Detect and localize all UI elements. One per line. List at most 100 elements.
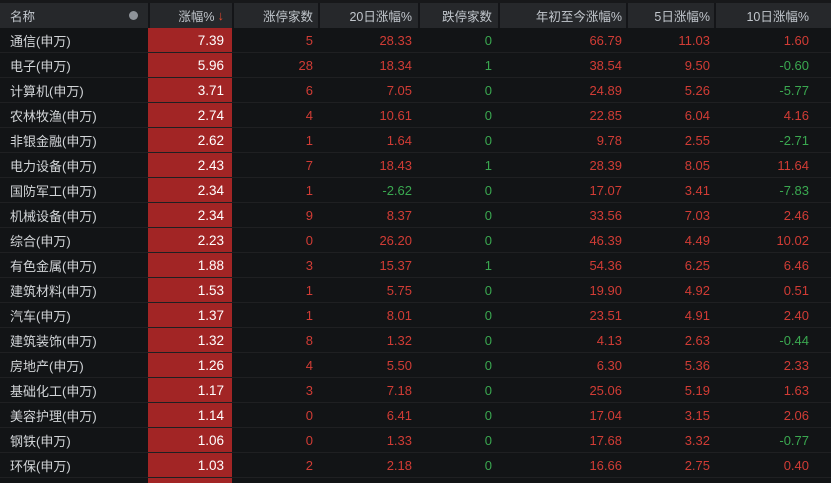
header-cell-limit-down[interactable]: 跌停家数 <box>418 3 498 28</box>
table-row[interactable]: 房地产(申万) 1.26 4 5.50 0 6.30 5.36 2.33 <box>0 353 831 378</box>
cell-chg20: 1.32 <box>386 332 412 348</box>
table-row[interactable]: 建筑装饰(申万) 1.32 8 1.32 0 4.13 2.63 -0.44 <box>0 328 831 353</box>
header-cell-change[interactable]: 涨幅% ↓ <box>148 3 232 28</box>
cell-chg5: 2.63 <box>684 332 710 348</box>
cell-change-bar: 2.43 <box>148 153 232 177</box>
cell-chg5: 2.55 <box>684 132 710 148</box>
header-chg5-label: 5日涨幅% <box>654 10 710 24</box>
header-cell-ytd[interactable]: 年初至今涨幅% <box>498 3 626 28</box>
cell-limit-up: 7 <box>305 157 313 173</box>
cell-chg5: 4.91 <box>684 307 710 323</box>
cell-limit-down: 0 <box>484 282 492 298</box>
cell-change-bar: 2.34 <box>148 203 232 227</box>
cell-limit-up: 3 <box>305 382 313 398</box>
cell-chg10: -0.44 <box>779 332 809 348</box>
cell-sector-name: 环保(申万) <box>10 458 71 474</box>
header-dot-icon[interactable] <box>129 11 138 20</box>
cell-chg5: 3.32 <box>684 432 710 448</box>
cell-chg5: 4.49 <box>684 232 710 248</box>
cell-limit-up: 1 <box>305 282 313 298</box>
cell-chg5: 11.03 <box>678 32 710 48</box>
table-row[interactable]: 环保(申万) 1.03 2 2.18 0 16.66 2.75 0.40 <box>0 453 831 478</box>
cell-ytd: 16.66 <box>589 457 622 473</box>
table-row[interactable]: 有色金属(申万) 1.88 3 15.37 1 54.36 6.25 6.46 <box>0 253 831 278</box>
cell-chg10: 4.16 <box>783 107 809 123</box>
cell-ytd: 38.54 <box>589 57 622 73</box>
table-body: 通信(申万) 7.39 5 28.33 0 66.79 11.03 1.60 电… <box>0 28 831 478</box>
cell-chg20: 10.61 <box>379 107 412 123</box>
cell-ytd: 33.56 <box>589 207 622 223</box>
cell-chg10: 0.40 <box>783 457 809 473</box>
cell-limit-down: 0 <box>484 32 492 48</box>
cell-chg5: 5.26 <box>684 82 710 98</box>
header-chg10-label: 10日涨幅% <box>746 10 809 24</box>
cell-chg5: 4.92 <box>684 282 710 298</box>
cell-ytd: 28.39 <box>589 157 622 173</box>
table-row[interactable]: 综合(申万) 2.23 0 26.20 0 46.39 4.49 10.02 <box>0 228 831 253</box>
cell-chg20: 8.37 <box>386 207 412 223</box>
cell-sector-name: 机械设备(申万) <box>10 208 97 224</box>
cell-sector-name: 房地产(申万) <box>10 358 84 374</box>
header-cell-chg20[interactable]: 20日涨幅% <box>318 3 418 28</box>
cell-limit-up: 8 <box>305 332 313 348</box>
cell-change-bar: 1.14 <box>148 403 232 427</box>
cell-sector-name: 计算机(申万) <box>10 83 84 99</box>
cell-limit-down: 1 <box>484 57 492 73</box>
cell-limit-up: 3 <box>305 257 313 273</box>
cell-chg20: 2.18 <box>386 457 412 473</box>
header-cell-chg5[interactable]: 5日涨幅% <box>626 3 714 28</box>
cell-change-bar: 3.71 <box>148 78 232 102</box>
table-row[interactable]: 电力设备(申万) 2.43 7 18.43 1 28.39 8.05 11.64 <box>0 153 831 178</box>
cell-chg5: 2.75 <box>684 457 710 473</box>
header-change-label: 涨幅% <box>178 10 215 24</box>
table-row[interactable]: 农林牧渔(申万) 2.74 4 10.61 0 22.85 6.04 4.16 <box>0 103 831 128</box>
table-row[interactable]: 机械设备(申万) 2.34 9 8.37 0 33.56 7.03 2.46 <box>0 203 831 228</box>
cell-ytd: 19.90 <box>589 282 622 298</box>
cell-sector-name: 通信(申万) <box>10 33 71 49</box>
cell-limit-up: 0 <box>305 232 313 248</box>
cell-ytd: 66.79 <box>589 32 622 48</box>
cell-chg20: 7.18 <box>386 382 412 398</box>
cell-limit-down: 0 <box>484 132 492 148</box>
cell-chg5: 5.36 <box>684 357 710 373</box>
header-cell-limit-up[interactable]: 涨停家数 <box>232 3 318 28</box>
table-row[interactable]: 建筑材料(申万) 1.53 1 5.75 0 19.90 4.92 0.51 <box>0 278 831 303</box>
cell-chg10: 11.64 <box>777 157 809 173</box>
table-row[interactable]: 基础化工(申万) 1.17 3 7.18 0 25.06 5.19 1.63 <box>0 378 831 403</box>
cell-limit-up: 5 <box>305 32 313 48</box>
header-cell-name[interactable]: 名称 <box>0 3 148 28</box>
cell-sector-name: 农林牧渔(申万) <box>10 108 97 124</box>
cell-chg10: 10.02 <box>776 232 809 248</box>
cell-ytd: 54.36 <box>589 257 622 273</box>
table-row[interactable]: 通信(申万) 7.39 5 28.33 0 66.79 11.03 1.60 <box>0 28 831 53</box>
cell-chg20: -2.62 <box>382 182 412 198</box>
cell-chg10: 2.33 <box>783 357 809 373</box>
table-row[interactable]: 电子(申万) 5.96 28 18.34 1 38.54 9.50 -0.60 <box>0 53 831 78</box>
cell-chg10: 0.51 <box>783 282 809 298</box>
cell-chg10: 2.40 <box>783 307 809 323</box>
cell-chg20: 5.50 <box>386 357 412 373</box>
table-row[interactable]: 钢铁(申万) 1.06 0 1.33 0 17.68 3.32 -0.77 <box>0 428 831 453</box>
cell-change-bar: 1.88 <box>148 253 232 277</box>
cell-limit-up: 1 <box>305 132 313 148</box>
bottom-partial-row <box>0 478 831 483</box>
table-header: 名称 涨幅% ↓ 涨停家数 20日涨幅% 跌停家数 年初至今涨幅% 5日涨幅% … <box>0 0 831 28</box>
header-cell-chg10[interactable]: 10日涨幅% <box>714 3 831 28</box>
cell-chg10: -2.71 <box>779 132 809 148</box>
cell-ytd: 4.13 <box>596 332 622 348</box>
cell-limit-down: 0 <box>484 382 492 398</box>
table-row[interactable]: 汽车(申万) 1.37 1 8.01 0 23.51 4.91 2.40 <box>0 303 831 328</box>
cell-chg10: 1.63 <box>783 382 809 398</box>
table-row[interactable]: 非银金融(申万) 2.62 1 1.64 0 9.78 2.55 -2.71 <box>0 128 831 153</box>
table-row[interactable]: 美容护理(申万) 1.14 0 6.41 0 17.04 3.15 2.06 <box>0 403 831 428</box>
cell-change-bar: 1.06 <box>148 428 232 452</box>
table-row[interactable]: 国防军工(申万) 2.34 1 -2.62 0 17.07 3.41 -7.83 <box>0 178 831 203</box>
cell-ytd: 17.68 <box>589 432 622 448</box>
table-row[interactable]: 计算机(申万) 3.71 6 7.05 0 24.89 5.26 -5.77 <box>0 78 831 103</box>
cell-chg5: 6.04 <box>684 107 710 123</box>
cell-limit-down: 0 <box>484 107 492 123</box>
cell-limit-down: 0 <box>484 82 492 98</box>
header-chg20-label: 20日涨幅% <box>349 10 412 24</box>
cell-chg5: 5.19 <box>684 382 710 398</box>
cell-chg5: 7.03 <box>684 207 710 223</box>
